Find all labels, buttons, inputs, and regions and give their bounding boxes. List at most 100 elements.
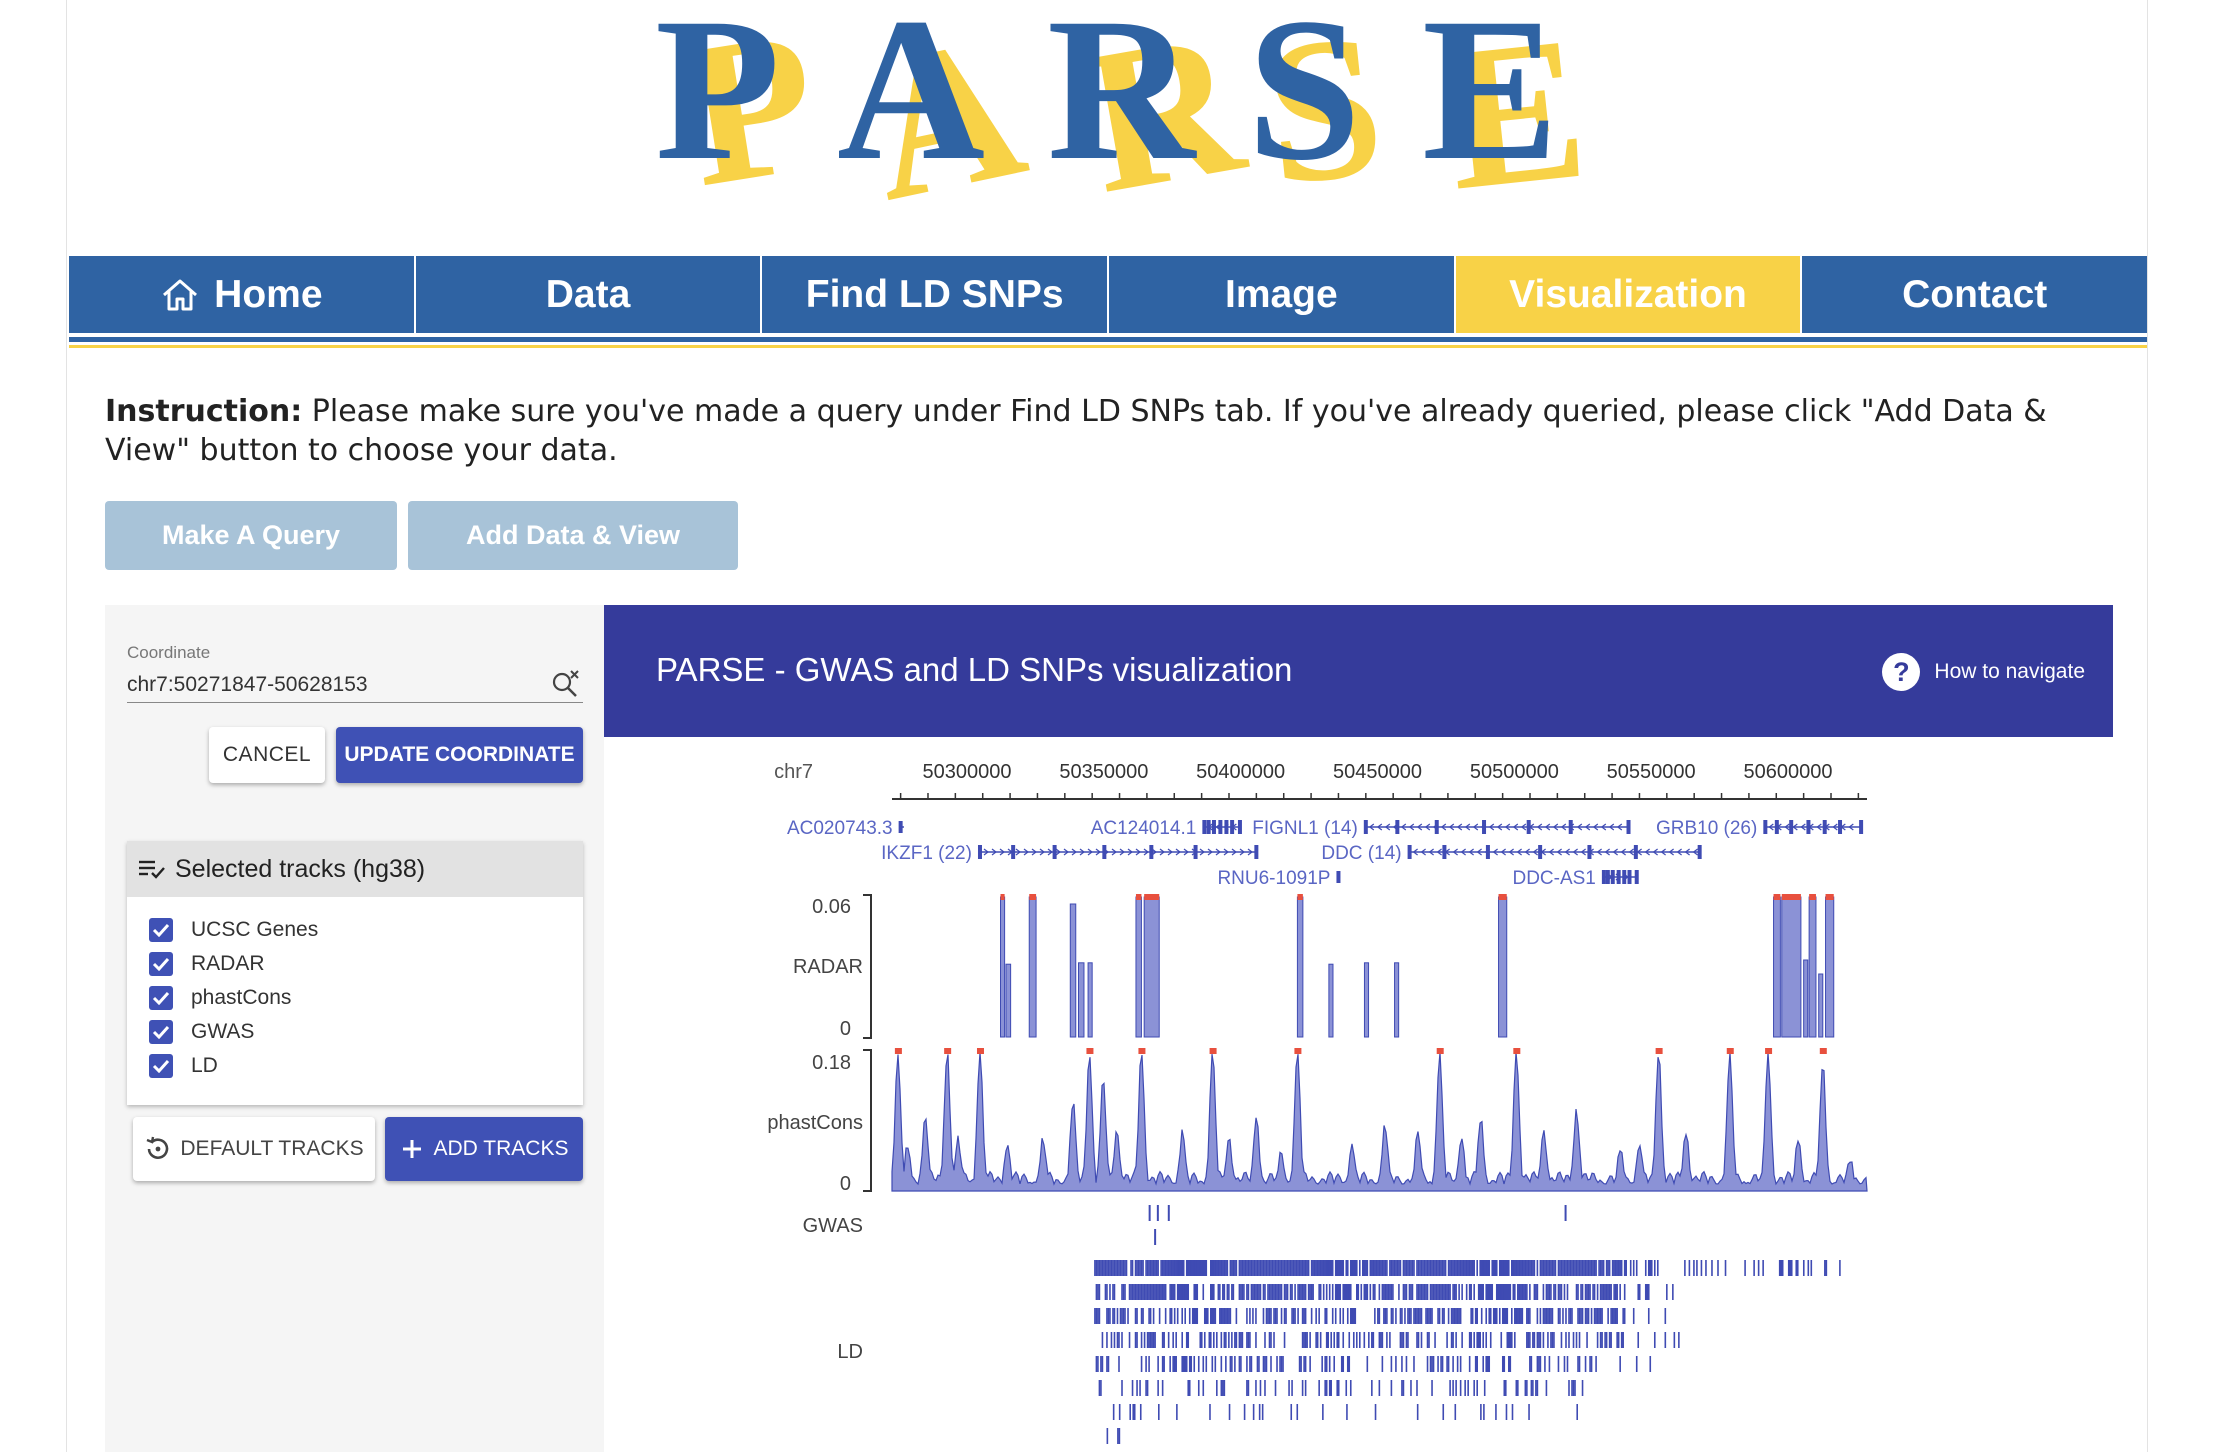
- nav-image[interactable]: Image: [1109, 256, 1456, 333]
- track-label: phastCons: [191, 986, 292, 1009]
- nav-visualization[interactable]: Visualization: [1455, 256, 1803, 333]
- ruler-tick-label: 50500000: [1470, 761, 1559, 783]
- gene-feature[interactable]: AC124014.1: [1091, 818, 1242, 839]
- main-nav: Home Data Find LD SNPs Image Visualizati…: [69, 256, 2147, 333]
- logo-letter-e-shadow: E: [1436, 0, 1596, 234]
- page: P P A A R R S S E E Home Data Find LD SN…: [66, 0, 2148, 1452]
- clear-search-icon[interactable]: [551, 667, 581, 699]
- gene-feature[interactable]: DDC (14): [1321, 843, 1702, 864]
- track-row: UCSC Genes: [127, 913, 583, 947]
- how-to-navigate-button[interactable]: ? How to navigate: [1882, 653, 2085, 691]
- instruction-body: Please make sure you've made a query und…: [105, 394, 2047, 468]
- nav-stripe-blue: [69, 337, 2147, 342]
- add-data-view-button[interactable]: Add Data & View: [408, 501, 738, 570]
- radar-peak: [1135, 894, 1142, 900]
- track-row: GWAS: [127, 1015, 583, 1049]
- phastcons-peaks: [894, 1048, 1827, 1054]
- logo-letter-p: P: [655, 0, 780, 203]
- chrom-label: chr7: [774, 761, 813, 783]
- gene-feature[interactable]: FIGNL1 (14): [1252, 818, 1631, 839]
- radar-peak: [1809, 894, 1816, 900]
- phastcons-axis: [863, 1049, 872, 1192]
- gene-feature[interactable]: GRB10 (26): [1656, 818, 1864, 839]
- viz-header: PARSE - GWAS and LD SNPs visualization ?…: [604, 605, 2113, 737]
- phastcons-peak-mark: [1294, 1048, 1302, 1054]
- playlist-check-icon: [139, 860, 165, 879]
- nav-data[interactable]: Data: [416, 256, 763, 333]
- checkbox-checked-icon[interactable]: [149, 986, 173, 1010]
- radar-peak: [1498, 894, 1507, 900]
- gene-label: GRB10 (26): [1656, 818, 1757, 839]
- radar-bar: [1000, 896, 1006, 1038]
- radar-bar: [1773, 896, 1781, 1038]
- selected-tracks-header: Selected tracks (hg38): [127, 841, 583, 897]
- phastcons-peak-mark: [944, 1048, 952, 1054]
- checkbox-checked-icon[interactable]: [149, 952, 173, 976]
- phastcons-min-label: 0: [840, 1173, 851, 1195]
- phastcons-peak-mark: [1726, 1048, 1734, 1054]
- track-row: RADAR: [127, 947, 583, 981]
- ruler-tick-label: 50400000: [1196, 761, 1285, 783]
- update-coordinate-button[interactable]: UPDATE COORDINATE: [336, 727, 583, 783]
- nav-home[interactable]: Home: [69, 256, 416, 333]
- checkbox-checked-icon[interactable]: [149, 1054, 173, 1078]
- phastcons-track-label: phastCons: [767, 1112, 863, 1134]
- gwas-track: [1148, 1205, 1567, 1245]
- radar-peak: [1773, 894, 1781, 900]
- radar-peak: [1781, 894, 1801, 900]
- logo-letter-r: R: [1047, 0, 1197, 203]
- radar-bar: [1087, 962, 1093, 1038]
- make-query-button[interactable]: Make A Query: [105, 501, 397, 570]
- phastcons-peak-mark: [1138, 1048, 1146, 1054]
- radar-bar: [1328, 963, 1334, 1038]
- radar-peak: [1029, 894, 1037, 900]
- gene-label: FIGNL1 (14): [1252, 818, 1358, 839]
- how-to-navigate-label: How to navigate: [1934, 660, 2085, 683]
- logo-letter-e: E: [1422, 0, 1559, 203]
- ruler-tick-label: 50350000: [1059, 761, 1148, 783]
- radar-bar: [1781, 896, 1802, 1038]
- phastcons-peak-mark: [1086, 1048, 1094, 1054]
- parse-logo: P P A A R R S S E E: [655, 0, 1596, 245]
- radar-peak: [1000, 894, 1005, 900]
- genome-browser[interactable]: chr7 50300000 50350000 50400000 50450000 505…: [604, 737, 2113, 1452]
- default-tracks-button[interactable]: DEFAULT TRACKS: [133, 1117, 375, 1181]
- cancel-button[interactable]: CANCEL: [209, 727, 325, 783]
- radar-bar: [1803, 959, 1809, 1038]
- gwas-track-label: GWAS: [803, 1215, 863, 1237]
- track-row: LD: [127, 1049, 583, 1083]
- coordinate-label: Coordinate: [127, 643, 211, 662]
- track-label: LD: [191, 1054, 218, 1077]
- gene-feature[interactable]: DDC-AS1: [1512, 868, 1639, 889]
- gene-feature[interactable]: AC020743.3: [787, 818, 904, 839]
- checkbox-checked-icon[interactable]: [149, 1020, 173, 1044]
- instruction-text: Instruction: Please make sure you've mad…: [105, 392, 2105, 470]
- radar-track-label: RADAR: [793, 956, 863, 978]
- radar-bar: [1818, 973, 1824, 1038]
- gene-feature[interactable]: IKZF1 (22): [881, 843, 1259, 864]
- logo-letter-a: A: [837, 0, 985, 203]
- gene-feature[interactable]: RNU6-1091P: [1217, 868, 1341, 889]
- radar-bar: [1028, 896, 1037, 1038]
- radar-bar: [1363, 962, 1370, 1038]
- nav-find-ld-snps[interactable]: Find LD SNPs: [762, 256, 1110, 333]
- coordinate-input[interactable]: [127, 667, 583, 703]
- phastcons-peak-mark: [1513, 1048, 1521, 1054]
- checkbox-checked-icon[interactable]: [149, 918, 173, 942]
- radar-bar: [1005, 963, 1012, 1038]
- gene-label: IKZF1 (22): [881, 843, 972, 864]
- add-tracks-label: ADD TRACKS: [433, 1137, 569, 1160]
- nav-contact[interactable]: Contact: [1902, 272, 2048, 316]
- phastcons-peak-mark: [1819, 1048, 1827, 1054]
- add-tracks-button[interactable]: ADD TRACKS: [385, 1117, 583, 1181]
- ld-track: [1094, 1260, 1841, 1444]
- radar-bar: [1498, 896, 1508, 1038]
- instruction-label: Instruction:: [105, 394, 303, 429]
- gene-label: RNU6-1091P: [1217, 868, 1330, 889]
- home-icon: [163, 279, 198, 310]
- viz-title: PARSE - GWAS and LD SNPs visualization: [656, 651, 1293, 688]
- radar-track: [1000, 894, 1835, 1038]
- phastcons-peak-mark: [894, 1048, 902, 1054]
- nav-stripe-yellow: [69, 345, 2147, 348]
- restore-icon: [146, 1136, 169, 1159]
